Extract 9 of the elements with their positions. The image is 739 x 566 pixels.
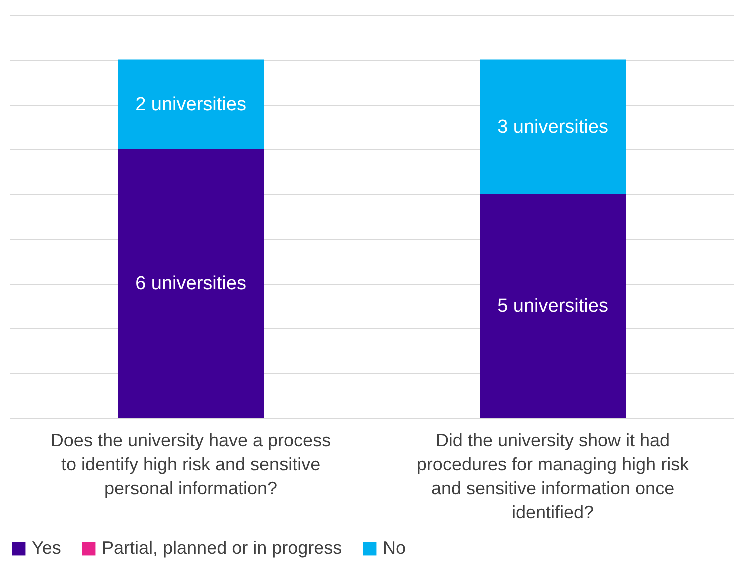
x-tick-label: Does the university have a process to identify high risk and sensitive personal information? [50,430,332,498]
legend-label: Yes [32,538,62,558]
x-tick-label: Did the university show it had procedures for managing high risk and sensitive information once identified? [416,430,690,522]
data-label: 3 universities [498,116,608,138]
legend-label: No [383,538,406,558]
data-label: 5 universities [498,296,608,318]
data-label: 2 universities [136,94,246,116]
legend-label: Partial, planned or in progress [102,538,342,558]
data-label: 6 universities [136,274,246,295]
